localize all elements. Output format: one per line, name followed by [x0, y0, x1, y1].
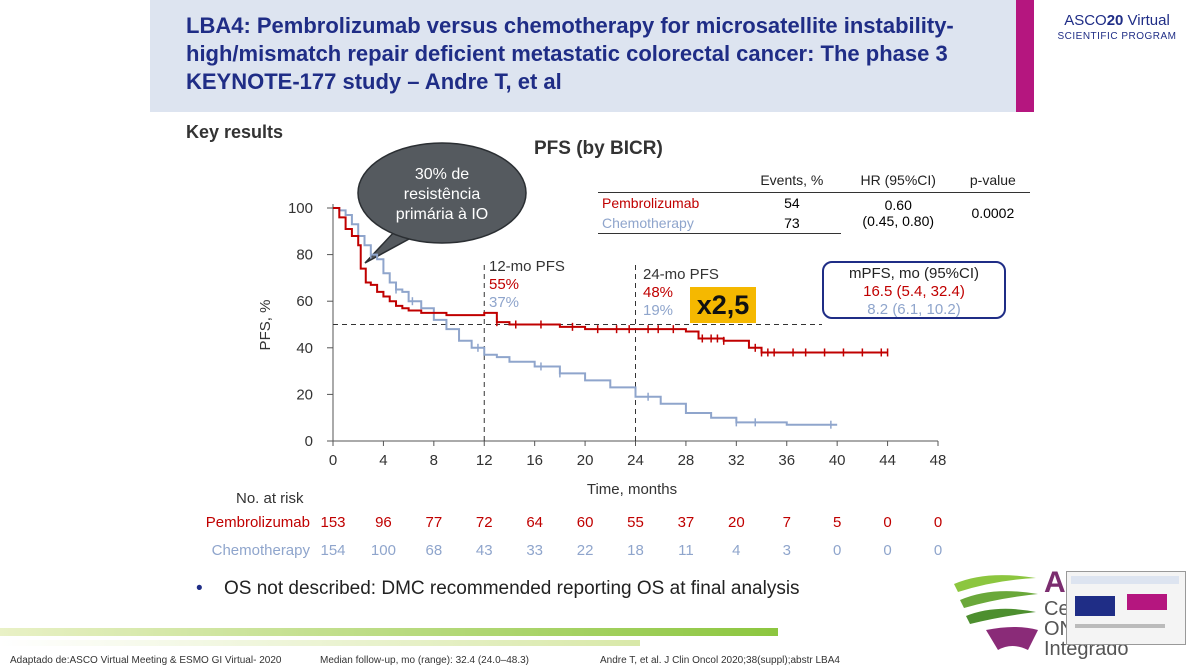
risk-value: 0: [832, 542, 842, 559]
risk-value: 96: [375, 514, 392, 531]
y-tick-label: 60: [296, 293, 313, 310]
x-tick-label: 36: [778, 452, 795, 469]
y-axis-label: PFS, %: [257, 300, 274, 351]
footer-followup: Median follow-up, mo (range): 32.4 (24.0…: [320, 655, 530, 666]
series-line-chemotherapy: [333, 207, 838, 426]
speech-bubble: [357, 142, 527, 264]
stats-pembro-events: 54: [784, 195, 800, 211]
slide-title: LBA4: Pembrolizumab versus chemotherapy …: [186, 13, 954, 94]
mpfs-box: mPFS, mo (95%CI) 16.5 (5.4, 32.4) 8.2 (6…: [822, 261, 1006, 319]
cop-logo-text-2: Ce: [1044, 598, 1070, 620]
risk-value: 0: [933, 542, 943, 559]
stats-chemo-name: Chemotherapy: [598, 213, 743, 234]
chart-title: PFS (by BICR): [534, 138, 663, 159]
y-tick-label: 80: [296, 247, 313, 264]
risk-value: 37: [677, 514, 695, 531]
risk-value: 0: [883, 542, 892, 559]
risk-value: 153: [320, 514, 346, 531]
asco-logo: ASCO20 Virtual SCIENTIFIC PROGRAM: [1057, 12, 1177, 42]
risk-value: 18: [627, 542, 644, 559]
risk-value: 11: [678, 542, 694, 559]
risk-value: 72: [475, 514, 493, 531]
x-tick-label: 24: [627, 452, 644, 469]
x-tick-label: 40: [829, 452, 846, 469]
risk-value: 3: [782, 542, 791, 559]
risk-value: 0: [883, 514, 892, 531]
risk-value: 64: [526, 514, 543, 531]
risk-value: 0: [933, 514, 943, 531]
chart-censors: [370, 250, 889, 429]
risk-value: 43: [475, 542, 493, 559]
stats-hr-cell: 0.60 (0.45, 0.80): [841, 193, 956, 234]
stats-header-events: Events, %: [742, 170, 841, 193]
y-tick-label: 20: [296, 386, 313, 403]
x-tick-label: 32: [728, 452, 745, 469]
bubble-text: 30% de resistência primária à IO: [395, 166, 489, 223]
bullet-icon: •: [196, 578, 203, 599]
risk-table-label: No. at risk: [236, 490, 304, 507]
risk-value: 22: [576, 542, 594, 559]
risk-value: 5: [832, 514, 842, 531]
footer-reference: Andre T, et al. J Clin Oncol 2020;38(sup…: [600, 655, 840, 666]
x-tick-label: 0: [329, 452, 337, 469]
risk-value: 60: [576, 514, 594, 531]
chart-guides: [333, 262, 822, 441]
stats-p-value: 0.0002: [971, 205, 1015, 222]
footer-bar-thin: [0, 640, 640, 646]
ratio-badge: x2,5: [690, 287, 756, 323]
y-tick-label: 0: [305, 433, 313, 450]
x-tick-label: 16: [526, 452, 543, 469]
section-title: Key results: [186, 122, 284, 142]
risk-value: 20: [727, 514, 745, 531]
x-axis-label: Time, months: [587, 481, 677, 498]
stats-header-p: p-value: [955, 170, 1030, 193]
cop-logo-graphic: [954, 575, 1038, 650]
stats-pembro-name: Pembrolizumab: [602, 195, 700, 211]
stats-hr: 0.60: [884, 197, 912, 214]
pfs12-annotation: 12-mo PFS 55% 37%: [489, 258, 565, 311]
risk-value: 7: [782, 514, 791, 531]
bullet-text: OS not described: DMC recommended report…: [224, 578, 800, 599]
cop-logo-text-1: A: [1044, 566, 1066, 599]
y-tick-label: 40: [296, 340, 313, 357]
x-tick-label: 4: [379, 452, 387, 469]
risk-value: 4: [732, 542, 741, 559]
risk-value: 77: [425, 514, 443, 531]
x-tick-label: 44: [879, 452, 896, 469]
slide-thumbnail[interactable]: [1066, 571, 1186, 645]
x-tick-label: 12: [476, 452, 493, 469]
footer-bar: [0, 628, 778, 636]
risk-value: 154: [320, 542, 346, 559]
risk-value: 68: [425, 542, 443, 559]
accent-bar: [1016, 0, 1034, 112]
stats-table: Events, % HR (95%CI) p-value Pembrolizum…: [598, 170, 1030, 234]
risk-value: 100: [370, 542, 396, 559]
x-tick-label: 20: [577, 452, 594, 469]
stats-header-blank: [598, 170, 743, 193]
x-tick-label: 48: [930, 452, 947, 469]
risk-name-chemo: Chemotherapy: [211, 542, 310, 559]
y-tick-label: 100: [288, 200, 313, 217]
stats-header-hr: HR (95%CI): [840, 170, 956, 193]
risk-value: 55: [627, 514, 644, 531]
x-tick-label: 8: [430, 452, 438, 469]
risk-name-pembro: Pembrolizumab: [205, 514, 310, 531]
title-band: [150, 0, 1016, 112]
footer-source: Adaptado de:ASCO Virtual Meeting & ESMO …: [10, 655, 282, 666]
risk-value: 33: [526, 542, 543, 559]
pfs24-annotation: 24-mo PFS 48% 19%: [643, 266, 719, 319]
stats-chemo-events: 73: [742, 213, 841, 234]
stats-hr-ci: (0.45, 0.80): [862, 213, 935, 230]
x-tick-label: 28: [678, 452, 695, 469]
